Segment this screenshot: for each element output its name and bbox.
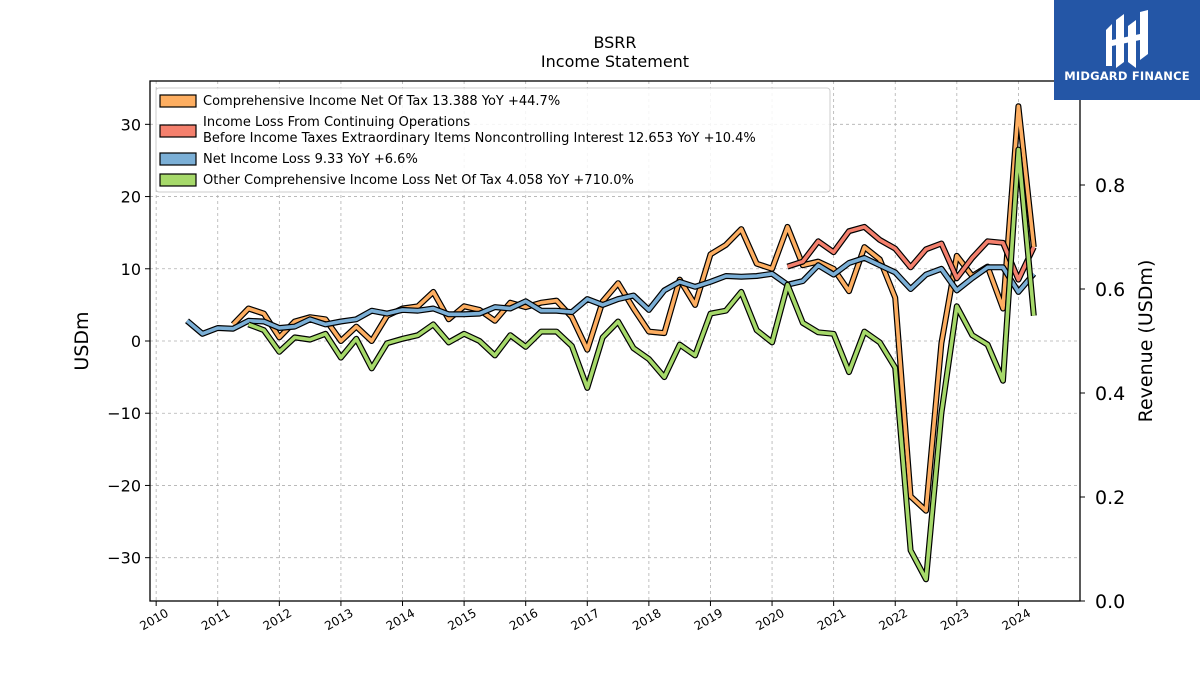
series-line-1 [786, 225, 1036, 282]
legend-label-net-income: Net Income Loss 9.33 YoY +6.6% [203, 152, 418, 167]
y-tick-label: 20 [121, 188, 141, 207]
legend-label-income-before-taxes-line2: Before Income Taxes Extraordinary Items … [203, 131, 756, 146]
series-line-2 [185, 256, 1036, 336]
legend-swatch-other-comprehensive-income [159, 173, 197, 187]
y-right-tick-label: 0.4 [1095, 383, 1125, 405]
x-tick-label: 2018 [630, 606, 663, 633]
series-lines [185, 103, 1037, 583]
chart-subtitle: Income Statement [541, 52, 689, 71]
y-tick-label: 0 [131, 332, 141, 351]
chart-title: BSRR [593, 33, 636, 52]
y-axis-label-right: Revenue (USDm) [1135, 260, 1157, 423]
plot-frame [149, 80, 1081, 602]
y-tick-label: −10 [107, 404, 141, 423]
x-tick-label: 2016 [507, 606, 540, 633]
legend-swatch-income-before-taxes [159, 124, 197, 138]
y-tick-label: −30 [107, 549, 141, 568]
logo-mark-icon [1106, 10, 1148, 68]
legend-label-income-before-taxes-line1: Income Loss From Continuing Operations [203, 115, 470, 130]
y-tick-label: 10 [121, 260, 141, 279]
legend-swatch-comprehensive-income [159, 94, 197, 108]
x-tick-label: 2020 [753, 606, 786, 633]
midgard-finance-logo: MIDGARD FINANCE [1054, 0, 1200, 100]
x-tick-label: 2012 [261, 606, 294, 633]
x-tick-label: 2019 [692, 606, 725, 633]
x-tick-label: 2022 [877, 606, 910, 633]
axis-ticks: −30 −20 −10 0 10 20 30 2010 2011 2012 2013 2014 2015… [107, 115, 1125, 633]
x-tick-label: 2011 [199, 606, 232, 633]
x-tick-label: 2014 [384, 606, 417, 633]
logo-text: MIDGARD FINANCE [1064, 69, 1190, 83]
y-tick-label: −20 [107, 476, 141, 495]
legend-box [155, 87, 831, 193]
y-tick-label: 30 [121, 115, 141, 134]
series-line-3 [247, 147, 1036, 582]
x-tick-label: 2024 [1000, 606, 1033, 633]
x-tick-label: 2023 [938, 606, 971, 633]
legend: Comprehensive Income Net Of Tax 13.388 Y… [155, 87, 831, 193]
y-right-tick-label: 0.0 [1095, 591, 1125, 613]
y-right-tick-label: 0.8 [1095, 175, 1125, 197]
x-tick-label: 2021 [815, 606, 848, 633]
y-right-tick-label: 0.2 [1095, 487, 1125, 509]
y-right-tick-label: 0.6 [1095, 279, 1125, 301]
series-line-0 [231, 104, 1036, 513]
x-tick-label: 2017 [569, 606, 602, 633]
y-axis-label: USDm [71, 311, 93, 370]
series-outline-3 [247, 146, 1037, 583]
x-tick-label: 2013 [322, 606, 355, 633]
legend-label-other-comprehensive-income: Other Comprehensive Income Loss Net Of T… [203, 173, 634, 188]
legend-swatch-net-income [159, 152, 197, 166]
x-tick-label: 2010 [137, 606, 170, 633]
x-tick-label: 2015 [445, 606, 478, 633]
legend-label-comprehensive-income: Comprehensive Income Net Of Tax 13.388 Y… [203, 94, 560, 109]
